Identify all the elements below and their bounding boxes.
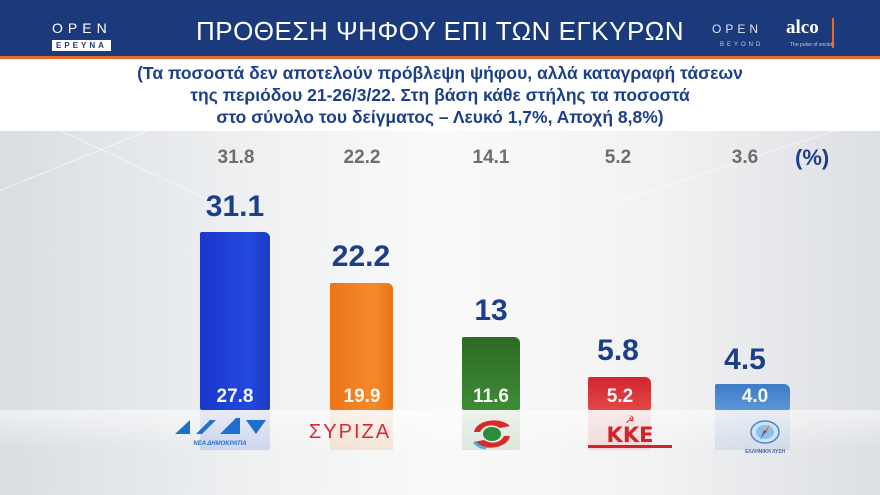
syriza-logo: ΣΥΡΙΖΑ	[308, 421, 392, 443]
previous-value-nd: 31.8	[217, 147, 255, 168]
chart-subtitle: (Τα ποσοστά δεν αποτελούν πρόβλεψη ψήφου…	[40, 62, 840, 128]
header-accent-line	[0, 56, 880, 59]
valid-value-kke: 5.8	[597, 334, 639, 367]
alco-tagline: The pulse of society	[790, 42, 835, 48]
nd-logo-icon	[175, 418, 266, 434]
previous-value-el: 3.6	[731, 147, 759, 168]
nd-logo: ΝΕΑ ΔΗΜΟΚΡΑΤΙΑ	[165, 418, 275, 447]
unit-label: (%)	[795, 145, 830, 170]
nd-logo-text: ΝΕΑ ΔΗΜΟΚΡΑΤΙΑ	[193, 441, 247, 447]
kke-logo: ☭ ΚΚΕ	[588, 415, 672, 448]
el-logo: ΕΛΛΗΝΙΚΗ ΛΥΣΗ	[740, 420, 790, 455]
open-logo: OPEN	[52, 20, 112, 36]
floor-reflection	[0, 410, 880, 450]
subtitle-line-2: της περιόδου 21-26/3/22. Στη βάση κάθε σ…	[190, 85, 690, 105]
previous-value-kke: 5.2	[604, 147, 632, 168]
valid-value-syriza: 22.2	[331, 240, 391, 273]
subtitle-line-1: (Τα ποσοστά δεν αποτελούν πρόβλεψη ψήφου…	[137, 63, 743, 83]
valid-value-nd: 31.1	[205, 190, 265, 223]
alco-divider	[832, 18, 834, 48]
bar-nd	[200, 232, 270, 450]
subtitle-background	[0, 59, 880, 131]
open-beyond-logo: OPEN	[712, 22, 763, 36]
el-logo-text: ΕΛΛΗΝΙΚΗ ΛΥΣΗ	[745, 449, 785, 455]
previous-value-kinal: 14.1	[472, 147, 510, 168]
chart-title: ΠΡΟΘΕΣΗ ΨΗΦΟΥ ΕΠΙ ΤΩΝ ΕΓΚΥΡΩΝ	[195, 16, 685, 46]
total-value-nd: 27.8	[216, 386, 254, 407]
total-value-kinal: 11.6	[473, 386, 509, 407]
total-value-kke: 5.2	[606, 386, 634, 407]
erevna-logo-label: ΕΡΕΥΝΑ	[52, 40, 111, 51]
header-bar	[0, 0, 880, 56]
valid-value-kinal: 13	[474, 294, 508, 327]
kinal-logo	[462, 418, 522, 455]
alco-logo: alco	[786, 17, 819, 38]
total-value-el: 4.0	[741, 386, 769, 407]
valid-value-el: 4.5	[724, 343, 766, 376]
beyond-label: BEYOND	[720, 42, 764, 48]
hammer-sickle-icon: ☭	[625, 415, 635, 426]
kke-logo-text: ΚΚΕ	[588, 425, 672, 448]
total-value-syriza: 19.9	[343, 386, 381, 407]
compass-icon	[750, 420, 780, 444]
kinal-logo-icon	[472, 420, 510, 450]
subtitle-line-3: στο σύνολο του δείγματος – Λευκό 1,7%, Α…	[216, 107, 664, 127]
previous-value-syriza: 22.2	[343, 147, 381, 168]
